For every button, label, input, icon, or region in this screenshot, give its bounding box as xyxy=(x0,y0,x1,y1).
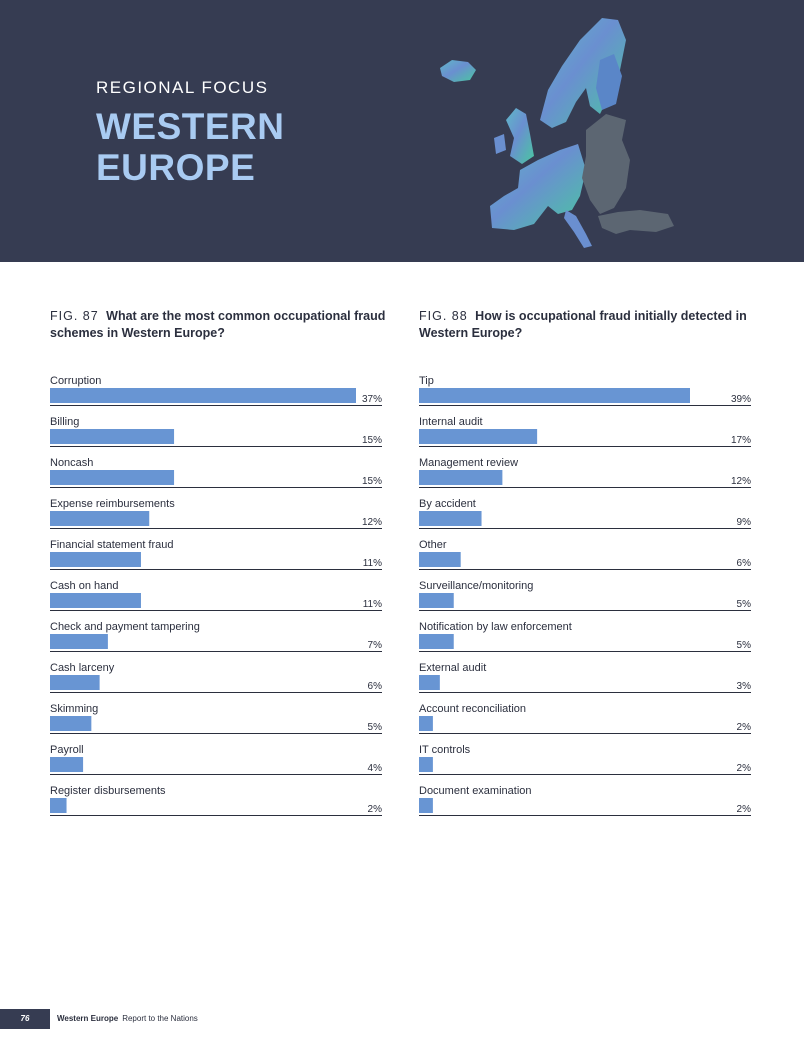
bar xyxy=(50,429,175,444)
value-label: 2% xyxy=(737,763,752,774)
value-label: 2% xyxy=(737,722,752,733)
value-label: 3% xyxy=(737,681,752,692)
bar xyxy=(419,757,433,772)
category-label: Cash on hand xyxy=(50,580,119,592)
fig-87-number: FIG. 87 xyxy=(50,309,99,323)
bar xyxy=(50,798,67,813)
bar xyxy=(419,388,690,403)
bar xyxy=(419,511,482,526)
region-title: WESTERN EUROPE xyxy=(96,106,285,188)
category-label: Management review xyxy=(419,457,518,469)
category-label: By accident xyxy=(419,498,476,510)
value-label: 15% xyxy=(362,435,382,446)
bar xyxy=(419,716,433,731)
bar xyxy=(50,511,150,526)
fig-88: FIG. 88 How is occupational fraud initia… xyxy=(419,308,759,342)
region-title-line-2: EUROPE xyxy=(96,147,256,188)
category-label: Other xyxy=(419,539,447,551)
detection-methods-chart: Tip 39% Internal audit 17% Management review… xyxy=(419,375,752,816)
value-label: 7% xyxy=(368,640,383,651)
value-label: 5% xyxy=(737,640,752,651)
fig-87: FIG. 87 What are the most common occupat… xyxy=(50,308,390,342)
region-title-line-1: WESTERN xyxy=(96,106,285,147)
category-label: Notification by law enforcement xyxy=(419,621,572,633)
value-label: 5% xyxy=(368,722,383,733)
category-label: Billing xyxy=(50,416,79,428)
bar xyxy=(50,470,175,485)
fraud-schemes-chart: Corruption 37% Billing 15% Noncash 15% Expense… xyxy=(50,375,383,816)
bar xyxy=(50,593,141,608)
bar xyxy=(419,593,454,608)
category-label: Cash larceny xyxy=(50,662,115,674)
bar xyxy=(419,634,454,649)
bar xyxy=(50,552,141,567)
section-kicker: REGIONAL FOCUS xyxy=(96,78,269,97)
value-label: 5% xyxy=(737,599,752,610)
bar xyxy=(50,757,84,772)
footer-report: Report to the Nations xyxy=(122,1014,198,1023)
category-label: Payroll xyxy=(50,744,84,756)
fig-87-question: What are the most common occupational fr… xyxy=(50,309,386,340)
value-label: 2% xyxy=(368,804,383,815)
value-label: 17% xyxy=(731,435,751,446)
bar xyxy=(50,716,92,731)
value-label: 15% xyxy=(362,476,382,487)
bar xyxy=(419,552,461,567)
regional-header: REGIONAL FOCUS WESTERN EUROPE xyxy=(0,0,804,262)
category-label: Skimming xyxy=(50,703,98,715)
category-label: External audit xyxy=(419,662,486,674)
category-label: Noncash xyxy=(50,457,93,469)
europe-map-icon xyxy=(440,18,674,248)
value-label: 6% xyxy=(368,681,383,692)
page-footer: 76 Western Europe Report to the Nations xyxy=(0,1009,804,1029)
category-label: Financial statement fraud xyxy=(50,539,174,551)
fig-87-title: FIG. 87 What are the most common occupat… xyxy=(50,308,390,342)
category-label: Tip xyxy=(419,375,434,387)
value-label: 2% xyxy=(737,804,752,815)
value-label: 12% xyxy=(731,476,751,487)
bar xyxy=(419,675,440,690)
value-label: 6% xyxy=(737,558,752,569)
value-label: 39% xyxy=(731,394,751,405)
category-label: Surveillance/monitoring xyxy=(419,580,533,592)
category-label: IT controls xyxy=(419,744,471,756)
footer-text: Western Europe Report to the Nations xyxy=(57,1009,198,1029)
category-label: Internal audit xyxy=(419,416,483,428)
value-label: 4% xyxy=(368,763,383,774)
value-label: 12% xyxy=(362,517,382,528)
category-label: Corruption xyxy=(50,375,101,387)
bar xyxy=(50,388,356,403)
category-label: Check and payment tampering xyxy=(50,621,200,633)
bar xyxy=(50,675,100,690)
fig-88-title: FIG. 88 How is occupational fraud initia… xyxy=(419,308,759,342)
fig-88-number: FIG. 88 xyxy=(419,309,468,323)
category-label: Expense reimbursements xyxy=(50,498,175,510)
bar xyxy=(419,470,503,485)
category-label: Document examination xyxy=(419,785,532,797)
value-label: 37% xyxy=(362,394,382,405)
bar xyxy=(50,634,108,649)
value-label: 11% xyxy=(363,558,382,569)
value-label: 11% xyxy=(363,599,382,610)
bar xyxy=(419,798,433,813)
bar xyxy=(419,429,538,444)
footer-section: Western Europe xyxy=(57,1014,119,1023)
page-number: 76 xyxy=(0,1009,50,1029)
category-label: Account reconciliation xyxy=(419,703,526,715)
category-label: Register disbursements xyxy=(50,785,166,797)
value-label: 9% xyxy=(737,517,752,528)
fig-88-question: How is occupational fraud initially dete… xyxy=(419,309,747,340)
